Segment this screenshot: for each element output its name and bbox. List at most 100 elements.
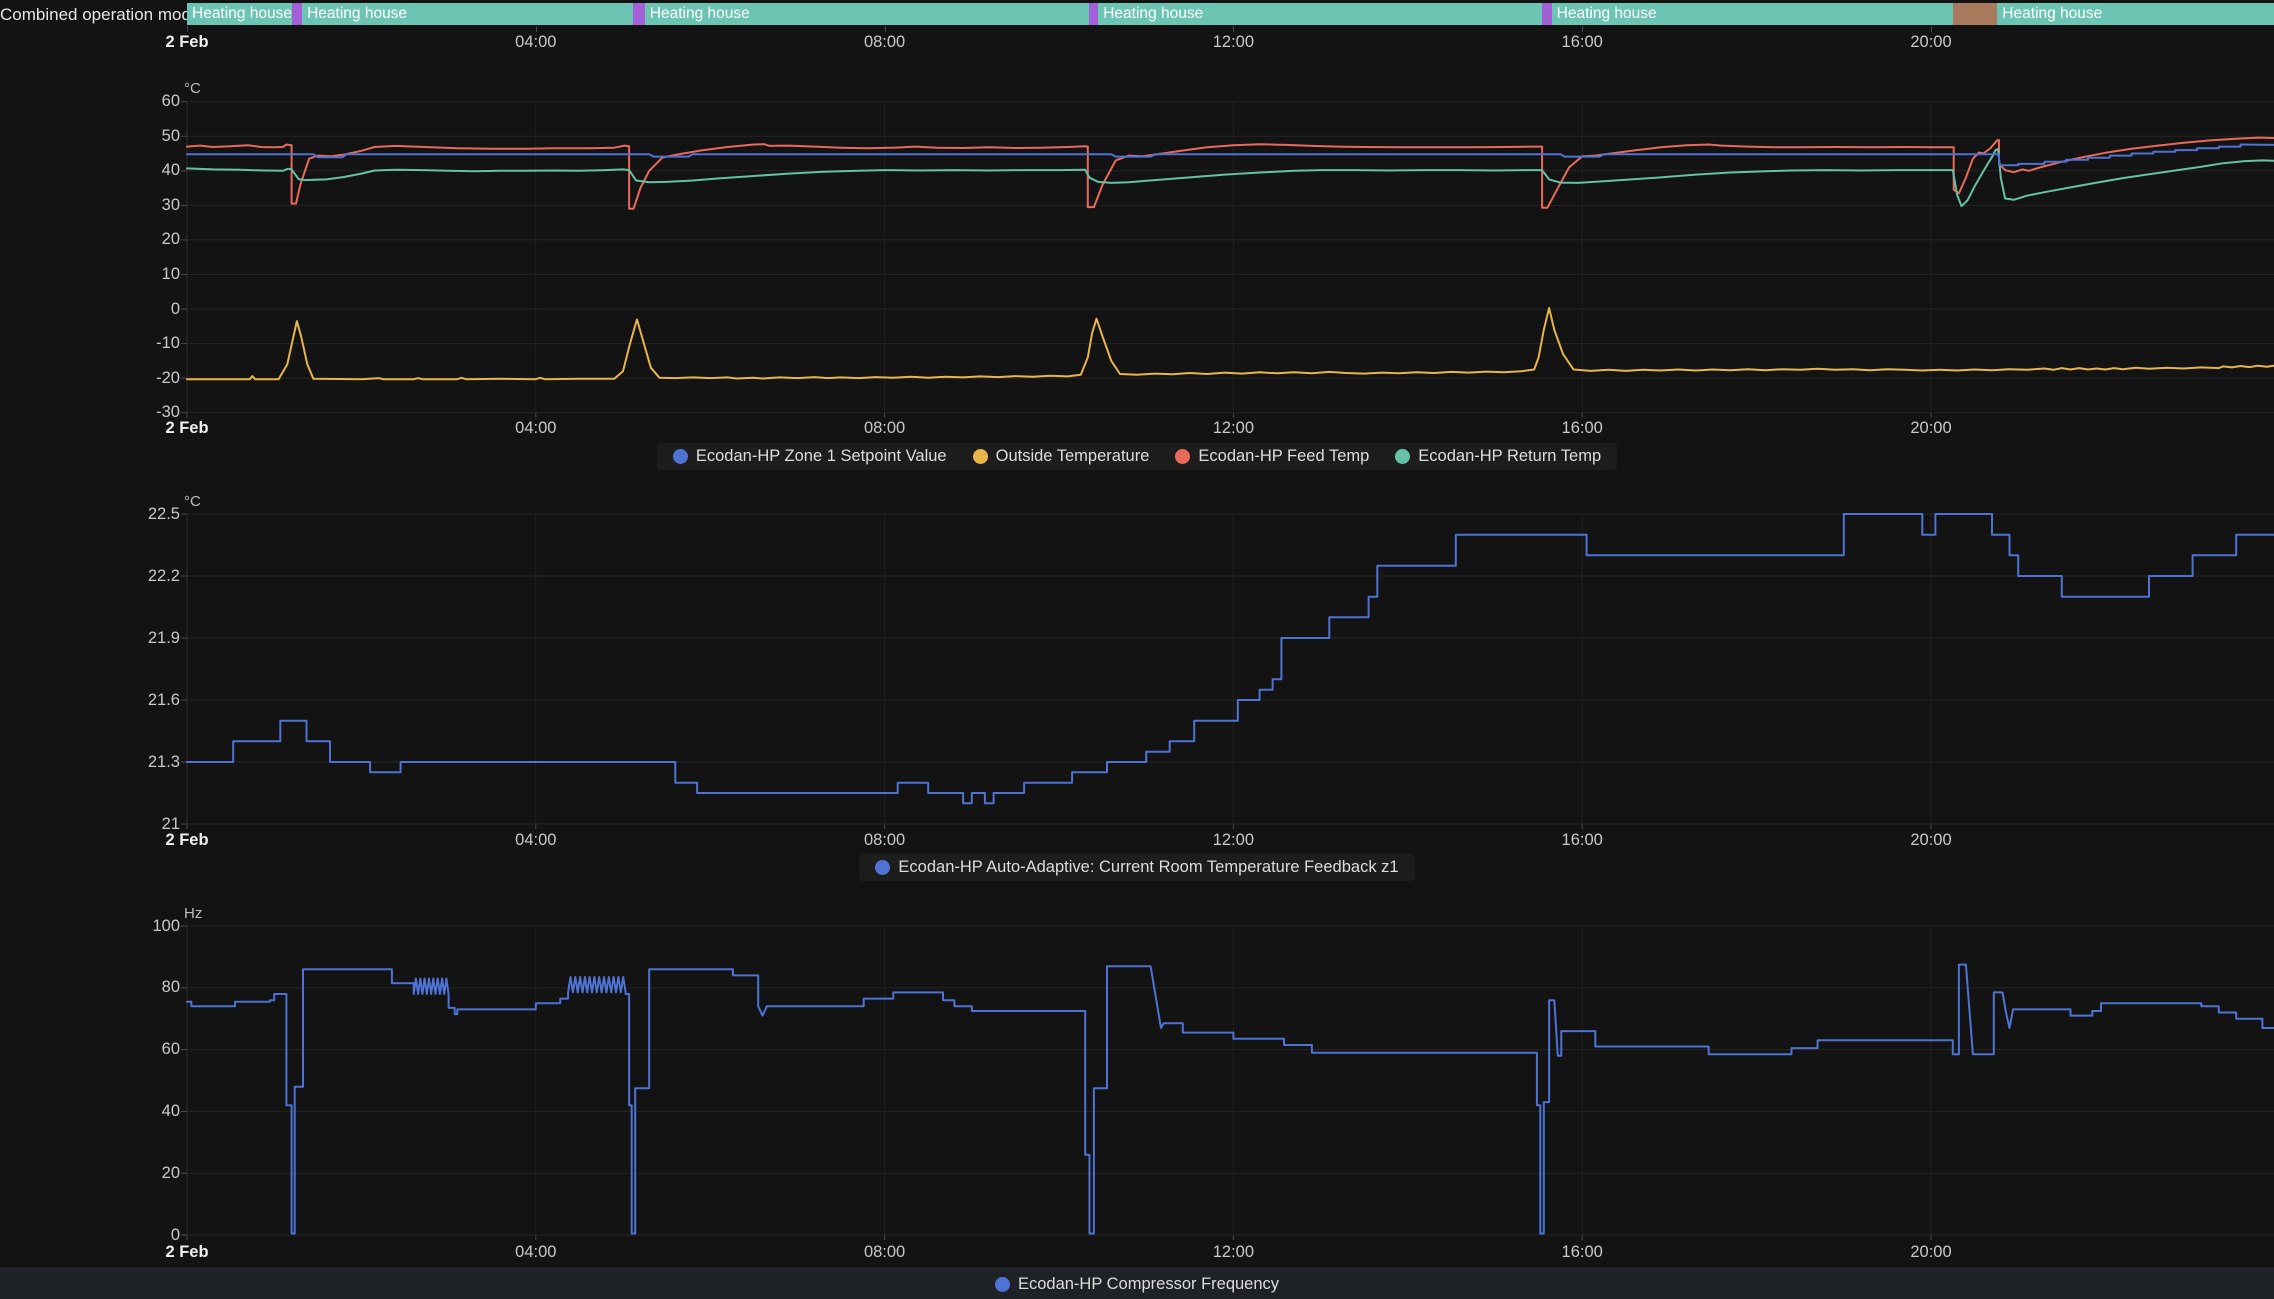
mode-segment-heating-house[interactable]: Heating house [187, 3, 292, 25]
y-tick-label: -30 [156, 403, 180, 422]
x-tick-label: 16:00 [1561, 419, 1603, 437]
timeline-tick-label: 12:00 [1212, 33, 1255, 51]
series-line-ecodan-hp-zone-1-setpoint-value[interactable] [186, 143, 2274, 167]
timeline-tick [187, 26, 188, 32]
legend-dot [1395, 449, 1411, 464]
legend-label: Ecodan-HP Return Temp [1418, 447, 1602, 465]
y-tick-label: 50 [161, 126, 180, 145]
y-tick-label: 80 [161, 978, 180, 997]
y-tick-label: 22.2 [147, 566, 180, 585]
legend-item-ecodan-hp-zone-1-setpoint-value[interactable]: Ecodan-HP Zone 1 Setpoint Value [672, 447, 947, 466]
x-tick-label: 2 Feb [165, 419, 209, 437]
y-tick-label: 100 [152, 916, 180, 935]
x-tick-label: 08:00 [863, 419, 906, 437]
y-tick-label: 21.9 [147, 628, 180, 647]
timeline-tick-label: 2 Feb [165, 33, 209, 51]
legend-label: Ecodan-HP Compressor Frequency [1017, 1275, 1280, 1293]
y-tick-label: 40 [161, 161, 180, 180]
mode-segment-heating-house[interactable]: Heating house [302, 3, 634, 25]
timeline-tick [1582, 26, 1584, 32]
y-tick-label: -20 [156, 368, 180, 387]
x-tick-label: 08:00 [863, 1243, 906, 1261]
series-line-ecodan-hp-return-temp[interactable] [186, 148, 2274, 208]
x-tick-label: 04:00 [515, 1243, 557, 1261]
mode-segment-label: Heating house [649, 5, 750, 22]
series-line-ecodan-hp-auto-adaptive-current-room-temperature-feedback-z1[interactable] [186, 513, 2274, 805]
x-tick-label: 20:00 [1910, 831, 1952, 849]
mode-segment-brown[interactable] [1952, 3, 1998, 25]
timeline-tick [535, 26, 537, 32]
mode-segment-heating-house[interactable]: Heating house [1997, 3, 2274, 25]
legend: Ecodan-HP Zone 1 Setpoint Value Outside T… [0, 443, 2274, 470]
mode-segment-heating-house[interactable]: Heating house [1098, 3, 1543, 25]
legend-item-ecodan-hp-feed-temp[interactable]: Ecodan-HP Feed Temp [1175, 447, 1369, 466]
mode-segment-heating-house[interactable]: Heating house [1551, 3, 1953, 25]
y-axis-unit: °C [184, 80, 201, 97]
mode-segment-purple[interactable] [1088, 3, 1099, 25]
mode-segment-purple[interactable] [633, 3, 645, 25]
mode-segment-label: Heating house [307, 5, 408, 22]
legend-dot [1175, 449, 1191, 464]
series-line-ecodan-hp-compressor-frequency[interactable] [186, 963, 2274, 1235]
timeline-tick [1233, 26, 1235, 32]
x-tick-label: 12:00 [1212, 419, 1255, 437]
legend: Ecodan-HP Compressor Frequency [0, 1270, 2274, 1299]
y-tick-label: 21 [161, 814, 180, 833]
series-line-outside-temperature[interactable] [186, 307, 2274, 381]
legend-dot [875, 860, 891, 875]
x-tick-label: 12:00 [1212, 1243, 1255, 1261]
timeline-tick [884, 26, 886, 32]
mode-segment-label: Heating house [1103, 5, 1204, 22]
legend-item-ecodan-hp-compressor-frequency[interactable]: Ecodan-HP Compressor Frequency [994, 1275, 1280, 1294]
mode-segment-label: Heating house [2002, 5, 2103, 22]
legend-item-outside-temperature[interactable]: Outside Temperature [972, 447, 1150, 466]
x-tick-label: 20:00 [1910, 1243, 1952, 1261]
legend-dot [994, 1277, 1010, 1292]
legend-box: Ecodan-HP Compressor Frequency [979, 1270, 1295, 1299]
timeline-tick-label: 04:00 [515, 33, 557, 51]
mode-segment-label: Heating house [192, 5, 292, 22]
timeline-tick-label: 20:00 [1910, 33, 1952, 51]
y-tick-label: 60 [161, 92, 180, 111]
x-tick-label: 2 Feb [165, 831, 209, 849]
legend-label: Ecodan-HP Auto-Adaptive: Current Room Te… [898, 858, 1399, 876]
timeline-tick [1931, 26, 1932, 32]
legend-item-ecodan-hp-auto-adaptive-current-room-temperature-feedback-z1[interactable]: Ecodan-HP Auto-Adaptive: Current Room Te… [875, 858, 1399, 877]
y-tick-label: 20 [161, 1163, 180, 1182]
timeline-tick-label: 16:00 [1561, 33, 1603, 51]
x-tick-label: 16:00 [1561, 831, 1603, 849]
legend-label: Outside Temperature [995, 447, 1150, 465]
legend-item-ecodan-hp-return-temp[interactable]: Ecodan-HP Return Temp [1395, 447, 1601, 466]
operation-mode-timeline: Heating house Heating house Heating house H… [187, 3, 2274, 25]
y-axis-unit: °C [184, 493, 201, 510]
legend: Ecodan-HP Auto-Adaptive: Current Room Te… [0, 854, 2274, 881]
mode-segment-heating-house[interactable]: Heating house [644, 3, 1089, 25]
bottom-legend-strip [0, 1266, 2274, 1299]
y-tick-label: 30 [161, 195, 180, 214]
y-tick-label: 40 [161, 1101, 180, 1120]
y-tick-label: 21.3 [147, 752, 180, 771]
y-tick-label: 20 [161, 230, 180, 249]
x-tick-label: 20:00 [1910, 419, 1952, 437]
legend-dot [672, 449, 688, 464]
y-tick-label: 0 [170, 299, 180, 318]
y-tick-label: -10 [156, 334, 180, 353]
legend-label: Ecodan-HP Feed Temp [1198, 447, 1370, 465]
x-tick-label: 2 Feb [165, 1243, 209, 1261]
x-tick-label: 04:00 [515, 419, 557, 437]
y-tick-label: 60 [161, 1040, 180, 1059]
legend-dot [972, 449, 988, 464]
y-tick-label: 21.6 [147, 690, 180, 709]
legend-label: Ecodan-HP Zone 1 Setpoint Value [695, 447, 947, 465]
mode-segment-purple[interactable] [291, 3, 303, 25]
x-tick-label: 04:00 [515, 831, 557, 849]
legend-box: Ecodan-HP Auto-Adaptive: Current Room Te… [859, 854, 1415, 881]
y-axis-unit: Hz [184, 905, 203, 922]
series-line-ecodan-hp-feed-temp[interactable] [186, 136, 2274, 210]
y-tick-label: 22.5 [147, 504, 180, 523]
mode-segment-purple[interactable] [1542, 3, 1552, 25]
y-tick-label: 10 [161, 264, 180, 283]
legend-box: Ecodan-HP Zone 1 Setpoint Value Outside T… [656, 443, 1618, 470]
